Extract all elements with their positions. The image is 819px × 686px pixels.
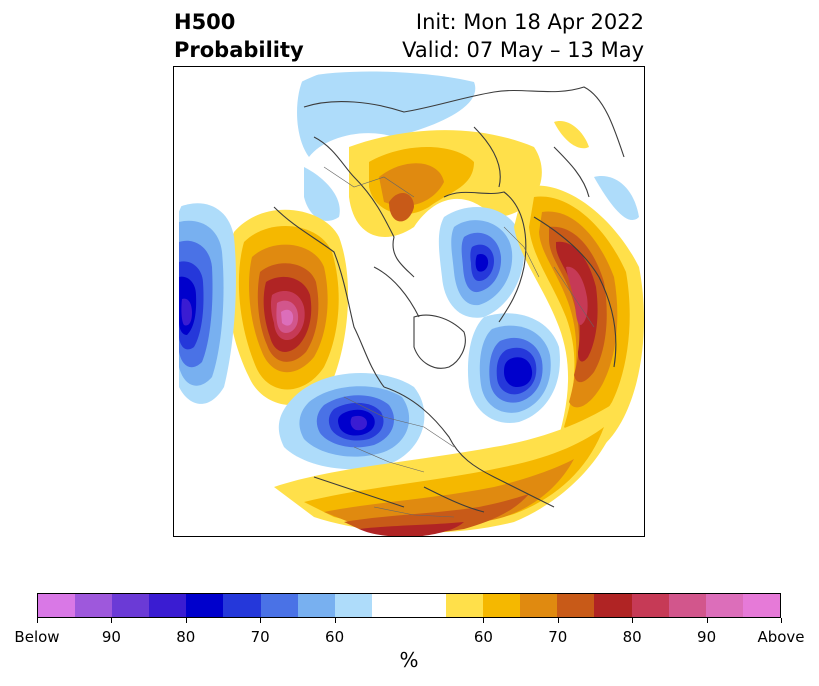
colorbar-tick-mark	[260, 618, 262, 623]
title-line-1: H500	[174, 10, 236, 34]
political-borders	[323, 166, 595, 518]
colorbar-tick-label: 90	[697, 628, 717, 646]
colorbar-swatch	[520, 594, 558, 617]
anomaly-shading	[179, 71, 644, 536]
colorbar-tick-label: 80	[622, 628, 642, 646]
colorbar-swatch	[557, 594, 595, 617]
colorbar-tick-label: 60	[325, 628, 345, 646]
forecast-dates: Init: Mon 18 Apr 2022 Valid: 07 May – 13…	[402, 8, 644, 64]
colorbar-tick-mark	[632, 618, 634, 623]
colorbar-tick-label: 60	[473, 628, 493, 646]
hemisphere-mask	[174, 67, 644, 536]
valid-period: Valid: 07 May – 13 May	[402, 38, 644, 62]
probability-map	[173, 66, 645, 537]
colorbar-swatch	[668, 594, 706, 617]
colorbar-tick-label: 70	[548, 628, 568, 646]
colorbar-swatch	[742, 594, 780, 617]
colorbar-tick-label: 80	[176, 628, 196, 646]
colorbar-swatch	[483, 594, 521, 617]
colorbar-tick-mark	[781, 618, 782, 623]
colorbar-swatch	[371, 594, 409, 617]
colorbar-swatch	[705, 594, 743, 617]
colorbar-swatch	[38, 594, 76, 617]
chart-title: H500 Probability	[174, 8, 304, 64]
colorbar-swatch	[594, 594, 632, 617]
colorbar-tick-mark	[557, 618, 559, 623]
colorbar-swatch	[446, 594, 484, 617]
colorbar-swatch	[408, 594, 447, 617]
colorbar-tick-label: Above	[757, 628, 805, 646]
colorbar-swatch	[149, 594, 187, 617]
colorbar-tick-mark	[334, 618, 336, 623]
colorbar-swatch	[186, 594, 224, 617]
title-line-2: Probability	[174, 38, 304, 62]
colorbar-swatch	[223, 594, 261, 617]
colorbar-tick-label: 70	[250, 628, 270, 646]
colorbar-swatch	[260, 594, 298, 617]
colorbar	[37, 593, 781, 618]
colorbar-tick-mark	[37, 618, 38, 623]
colorbar-tick-label: Below	[14, 628, 60, 646]
colorbar-tick-mark	[111, 618, 113, 623]
init-date: Init: Mon 18 Apr 2022	[415, 10, 644, 34]
map-svg	[174, 67, 644, 536]
colorbar-swatch	[631, 594, 669, 617]
colorbar-swatch	[297, 594, 335, 617]
colorbar-swatch	[112, 594, 150, 617]
coastlines	[273, 86, 625, 513]
colorbar-swatch	[75, 594, 113, 617]
colorbar-tick-mark	[483, 618, 485, 623]
colorbar-tick-label: 90	[101, 628, 121, 646]
colorbar-unit-label: %	[399, 648, 419, 672]
colorbar-tick-mark	[706, 618, 708, 623]
colorbar-tick-mark	[185, 618, 187, 623]
colorbar-swatch	[334, 594, 372, 617]
